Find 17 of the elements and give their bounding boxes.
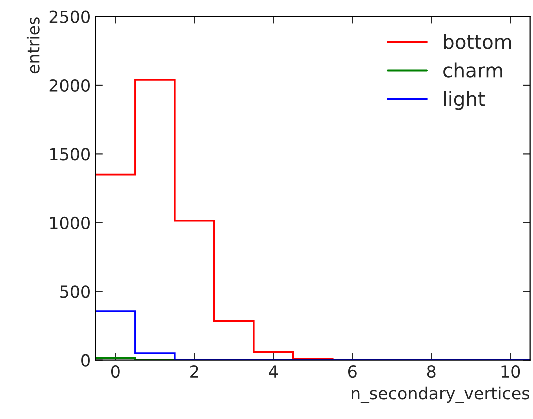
y-tick-label: 2500 — [50, 10, 90, 24]
x-tick-label: 8 — [427, 365, 436, 378]
x-tick-label: 6 — [348, 365, 357, 378]
x-tick-label: 10 — [502, 365, 520, 378]
y-tick-label: 2000 — [50, 79, 90, 92]
legend-label: bottom — [444, 34, 512, 50]
legend-label: light — [444, 91, 486, 110]
y-tick-label: 0 — [82, 354, 90, 367]
x-tick-label: 2 — [190, 365, 198, 378]
y-axis-title: entries — [26, 18, 40, 74]
y-tick-label: 1000 — [50, 216, 90, 230]
y-tick-label: 1500 — [50, 148, 90, 161]
legend-label: charm — [444, 62, 502, 78]
x-tick-label: 0 — [111, 365, 120, 378]
x-axis-title: n_secondary_vertices — [352, 386, 530, 404]
y-tick-label: 500 — [60, 286, 90, 298]
x-tick-label: 4 — [269, 366, 278, 378]
